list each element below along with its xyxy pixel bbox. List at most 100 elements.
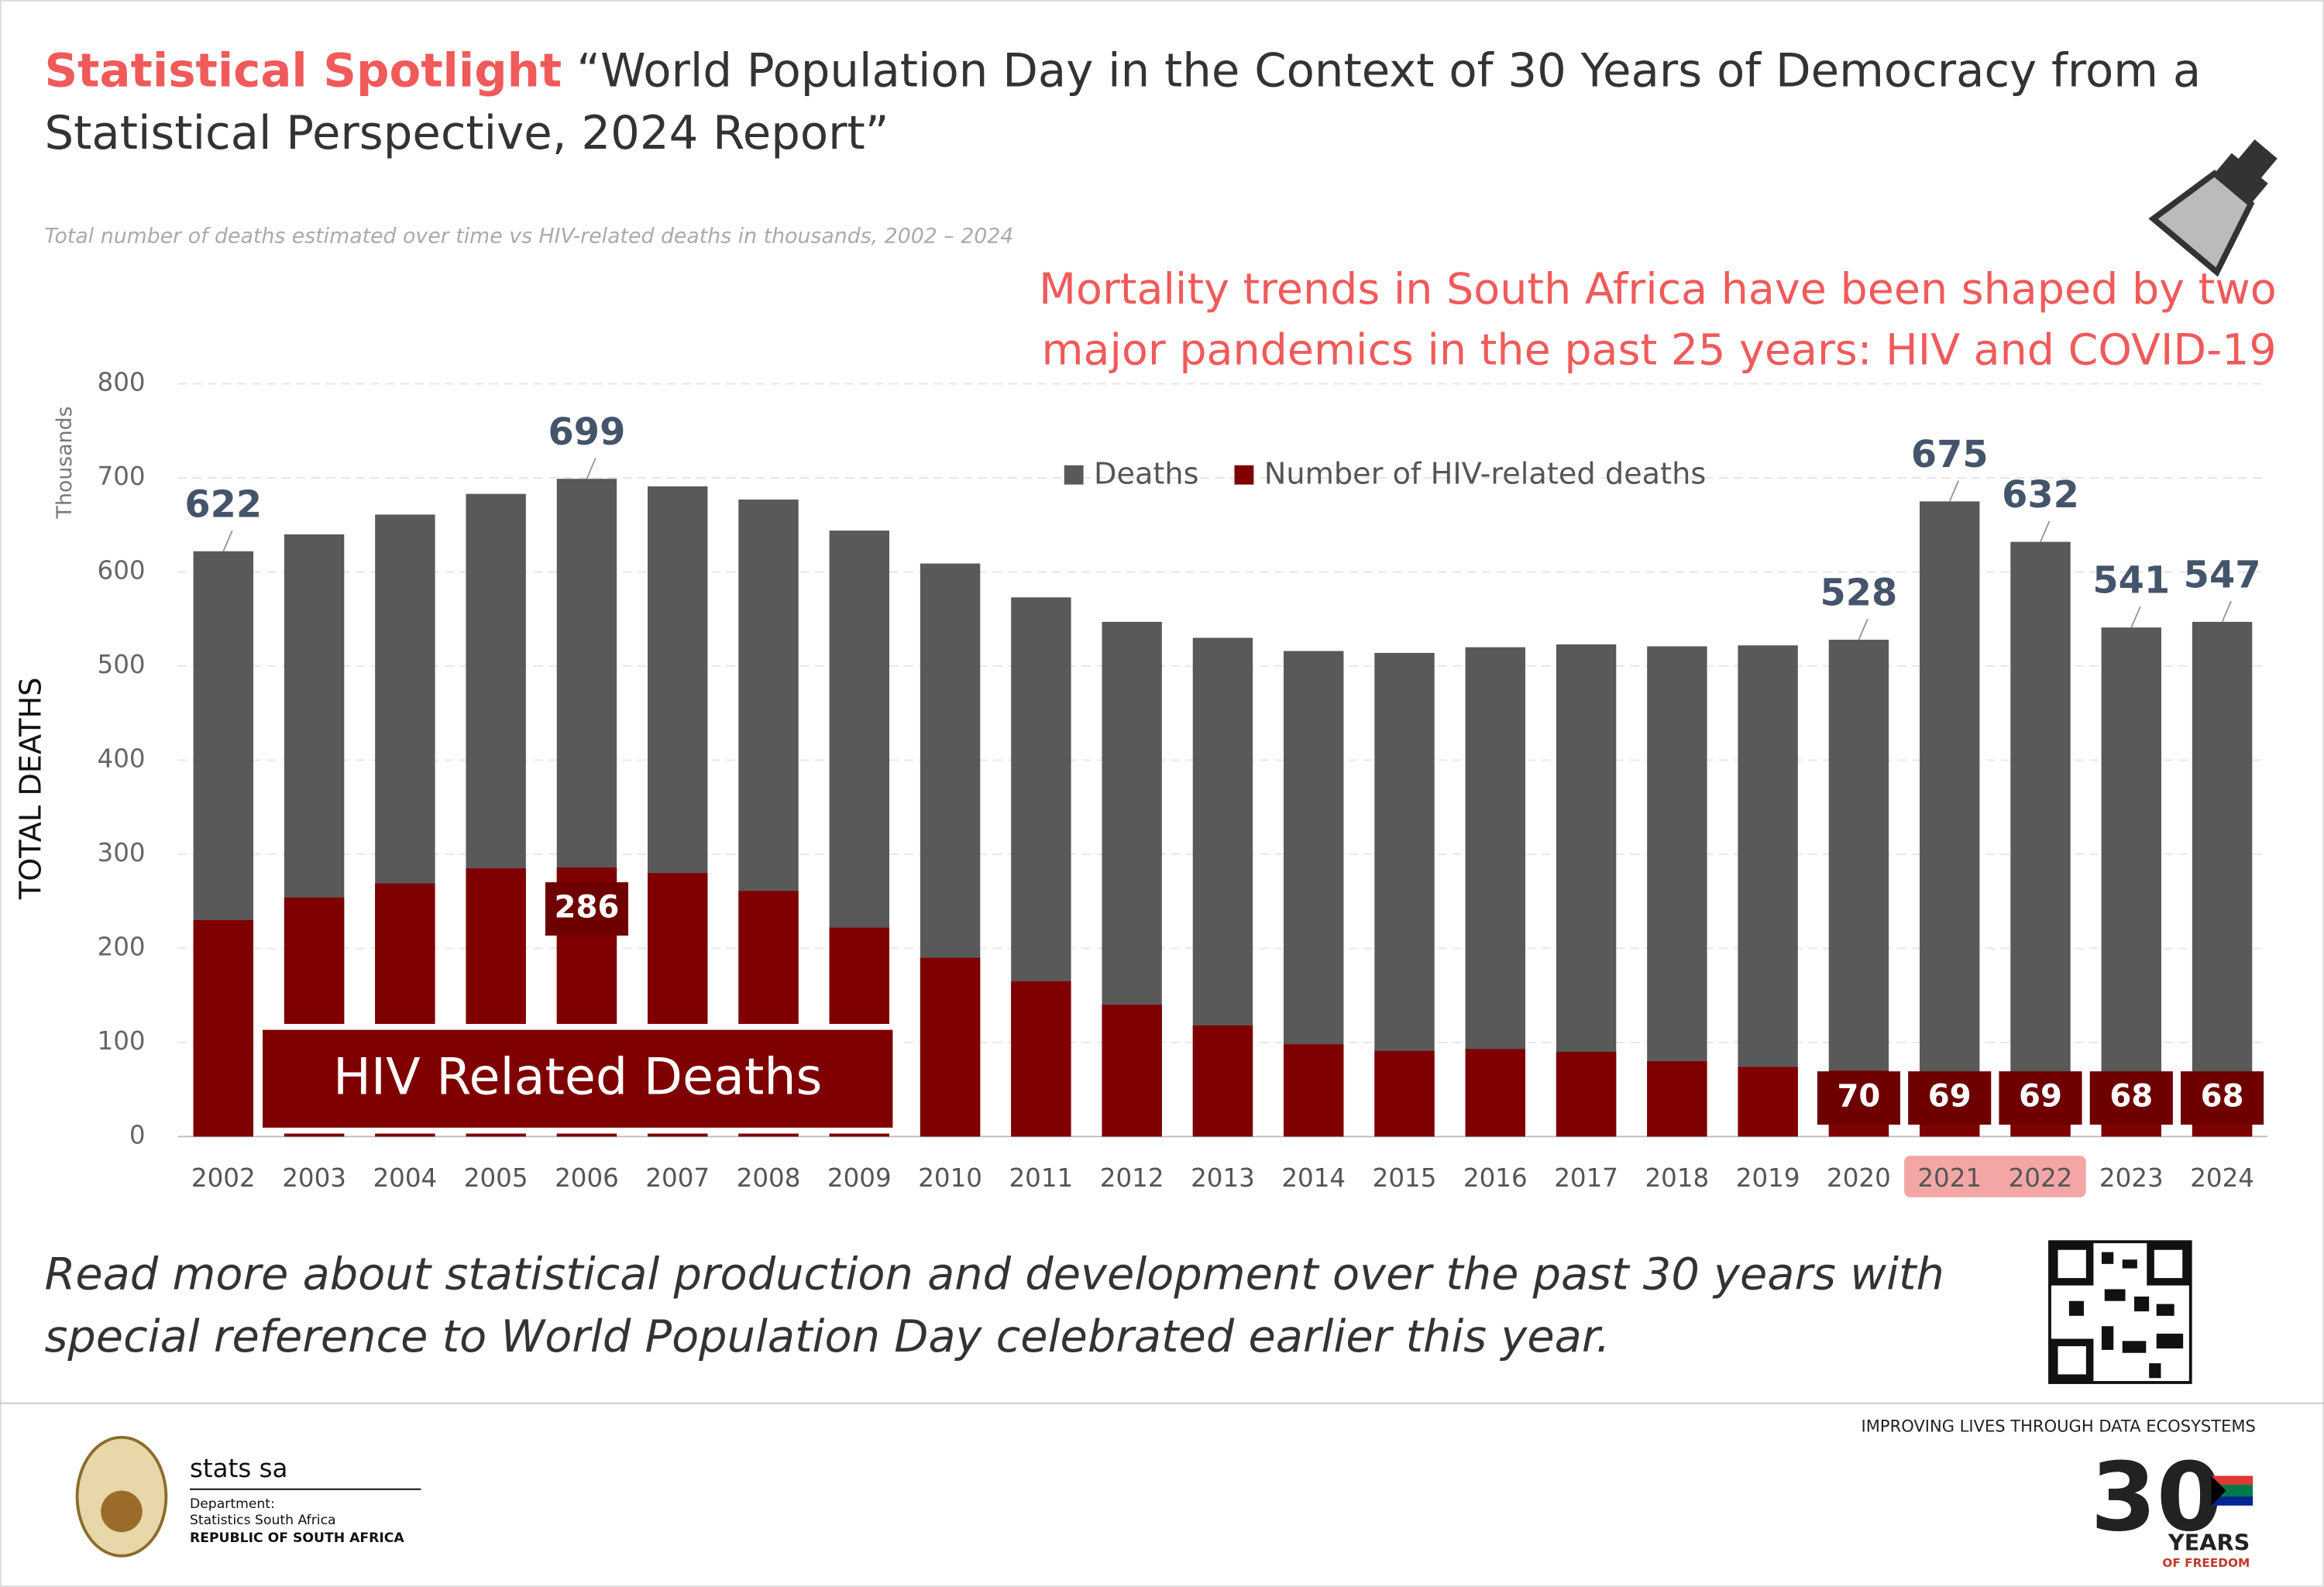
data-label: 547 (2184, 554, 2261, 596)
bar (1465, 1049, 1525, 1137)
qr-code (2048, 1240, 2192, 1384)
footer-text: Read more about statistical production a… (44, 1249, 1944, 1300)
bar (1556, 1052, 1617, 1137)
x-tick-label: 2018 (1645, 1163, 1709, 1193)
x-tick-label: 2010 (918, 1163, 982, 1193)
logo-years: YEARS (2168, 1530, 2250, 1556)
y-tick-label: 400 (98, 744, 146, 773)
x-tick-label: 2022 (2009, 1163, 2073, 1193)
bar (1738, 645, 1798, 1137)
leader-line (222, 530, 233, 552)
headline: Mortality trends in South Africa have be… (1039, 265, 2277, 314)
leader-line (586, 458, 596, 479)
bar (1647, 646, 1707, 1137)
leader-line (2221, 600, 2232, 623)
y-tick-label: 600 (98, 555, 146, 585)
dept-name: Statistics South Africa (190, 1513, 336, 1528)
org-name: stats sa (190, 1454, 288, 1483)
y-tick-label: 300 (98, 838, 146, 867)
data-label-box (2089, 1071, 2173, 1125)
data-label-box (1817, 1071, 1901, 1125)
annotation-box (256, 1023, 899, 1134)
data-label: 699 (548, 411, 626, 454)
title: Statistical Spotlight “World Population D… (44, 44, 2201, 98)
bar (1192, 1025, 1253, 1137)
x-tick-label: 2003 (282, 1163, 346, 1193)
x-tick-label: 2002 (191, 1163, 256, 1193)
data-label: 70 (1837, 1079, 1880, 1115)
leader-line (2130, 606, 2141, 628)
bar (2010, 541, 2071, 1137)
x-tick-label: 2016 (1463, 1163, 1528, 1193)
bar (1738, 1067, 1798, 1137)
coat-of-arms (75, 1435, 168, 1558)
bar (1102, 1005, 1162, 1137)
y-tick-label: 500 (98, 650, 146, 679)
data-label: 286 (555, 890, 620, 926)
bar (1828, 639, 1889, 1137)
leader-line (1858, 618, 1868, 641)
bar (1920, 501, 1980, 1137)
subtitle: Total number of deaths estimated over ti… (44, 225, 1013, 249)
spotlight-icon (2148, 139, 2278, 277)
leader-line (1948, 480, 1960, 502)
legend-swatch (1234, 465, 1254, 485)
title-line: Statistical Perspective, 2024 Report” (44, 106, 889, 160)
legend-label: Number of HIV-related deaths (1264, 457, 1706, 492)
bar (2101, 627, 2161, 1137)
bar (1647, 1061, 1707, 1137)
legend-label: Deaths (1094, 457, 1199, 492)
bar (193, 919, 254, 1137)
footer-text: special reference to World Population Da… (44, 1310, 1610, 1362)
data-label: 675 (1911, 434, 1989, 476)
y-tick-label: 700 (98, 462, 146, 491)
logo-freedom: OF FREEDOM (2162, 1556, 2250, 1570)
x-tick-label: 2015 (1373, 1163, 1437, 1193)
x-tick-label: 2009 (827, 1163, 892, 1193)
x-tick-label: 2013 (1191, 1163, 1255, 1193)
country: REPUBLIC OF SOUTH AFRICA (190, 1530, 404, 1546)
slogan: IMPROVING LIVES THROUGH DATA ECOSYSTEMS (1862, 1416, 2256, 1435)
flag (2211, 1475, 2254, 1506)
data-label: 68 (2201, 1079, 2244, 1115)
plot: 0 100 200 300 400 500 600 700 800 2002 2003 2004 200… (98, 368, 2268, 1197)
bar (920, 957, 981, 1137)
x-tick-label: 2005 (464, 1163, 528, 1193)
legend-swatch (1064, 465, 1084, 485)
bar (1374, 1050, 1435, 1137)
data-label: 68 (2109, 1079, 2153, 1115)
data-label-box (1999, 1071, 2082, 1125)
bar (1284, 1044, 1344, 1137)
logo-number: 30 (2091, 1442, 2223, 1553)
y-tick-label: 800 (98, 368, 146, 397)
x-tick-label: 2021 (1917, 1163, 1982, 1193)
annotation: HIV Related Deaths (333, 1049, 822, 1107)
x-tick-label: 2004 (373, 1163, 437, 1193)
y-tick-label: 0 (129, 1120, 146, 1149)
x-tick-label: 2014 (1281, 1163, 1346, 1193)
leader-line (2040, 520, 2051, 542)
dept: Department: (190, 1496, 275, 1512)
data-label: 528 (1820, 572, 1898, 615)
y-unit: Thousands (53, 406, 77, 519)
data-label-box (2181, 1071, 2264, 1125)
y-axis-title: TOTAL DEATHS (14, 677, 49, 900)
data-label: 632 (2002, 474, 2079, 517)
x-tick-label: 2017 (1554, 1163, 1618, 1193)
y-tick-label: 100 (98, 1026, 146, 1056)
x-tick-label: 2023 (2099, 1163, 2164, 1193)
x-tick-label: 2011 (1009, 1163, 1073, 1193)
data-label: 541 (2092, 560, 2170, 603)
data-label: 622 (184, 483, 262, 526)
title-line: “World Population Day in the Context of … (576, 44, 2201, 98)
data-label: 69 (1928, 1079, 1972, 1115)
data-label: 69 (2019, 1079, 2062, 1115)
data-label-box (545, 882, 629, 936)
headline: major pandemics in the past 25 years: HI… (1042, 325, 2277, 375)
y-tick-label: 200 (98, 932, 146, 961)
x-tick-label: 2019 (1736, 1163, 1800, 1193)
x-tick-label: 2020 (1827, 1163, 1891, 1193)
x-tick-label: 2024 (2190, 1163, 2254, 1193)
